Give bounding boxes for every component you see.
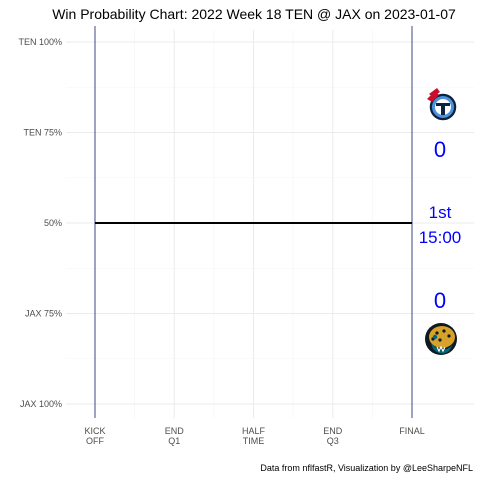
- chart-caption: Data from nflfastR, Visualization by @Le…: [260, 463, 473, 473]
- x-tick-label-line: KICK: [84, 426, 105, 436]
- x-tick-label-line: OFF: [86, 436, 104, 446]
- y-tick-label: JAX 75%: [25, 309, 62, 319]
- x-tick-label-line: TIME: [243, 436, 265, 446]
- x-tick-label: END Q1: [165, 426, 185, 446]
- x-tick-label-line: Q3: [327, 436, 339, 446]
- x-tick-label-line: HALF: [242, 426, 266, 436]
- x-tick-label-line: END: [323, 426, 343, 436]
- y-tick-label: JAX 100%: [20, 399, 62, 409]
- titans-logo: [427, 88, 458, 122]
- chart-title: Win Probability Chart: 2022 Week 18 TEN …: [52, 6, 456, 22]
- y-tick-label: TEN 75%: [23, 128, 62, 138]
- x-tick-label-line: FINAL: [399, 426, 425, 436]
- home-score: 0: [434, 288, 446, 313]
- x-tick-label: FINAL: [399, 426, 425, 436]
- away-score: 0: [434, 137, 446, 162]
- x-tick-label: HALF TIME: [242, 426, 266, 446]
- x-tick-label-line: END: [165, 426, 185, 436]
- x-tick-label: KICK OFF: [84, 426, 105, 446]
- y-tick-label: 50%: [44, 218, 62, 228]
- x-tick-label: END Q3: [323, 426, 343, 446]
- jaguars-logo: [425, 323, 457, 355]
- x-tick-label-line: Q1: [168, 436, 180, 446]
- game-quarter: 1st: [429, 203, 452, 222]
- game-clock: 15:00: [419, 228, 462, 247]
- y-axis: JAX 100% JAX 75% 50% TEN 75% TEN 100%: [18, 37, 62, 409]
- y-tick-label: TEN 100%: [18, 37, 62, 47]
